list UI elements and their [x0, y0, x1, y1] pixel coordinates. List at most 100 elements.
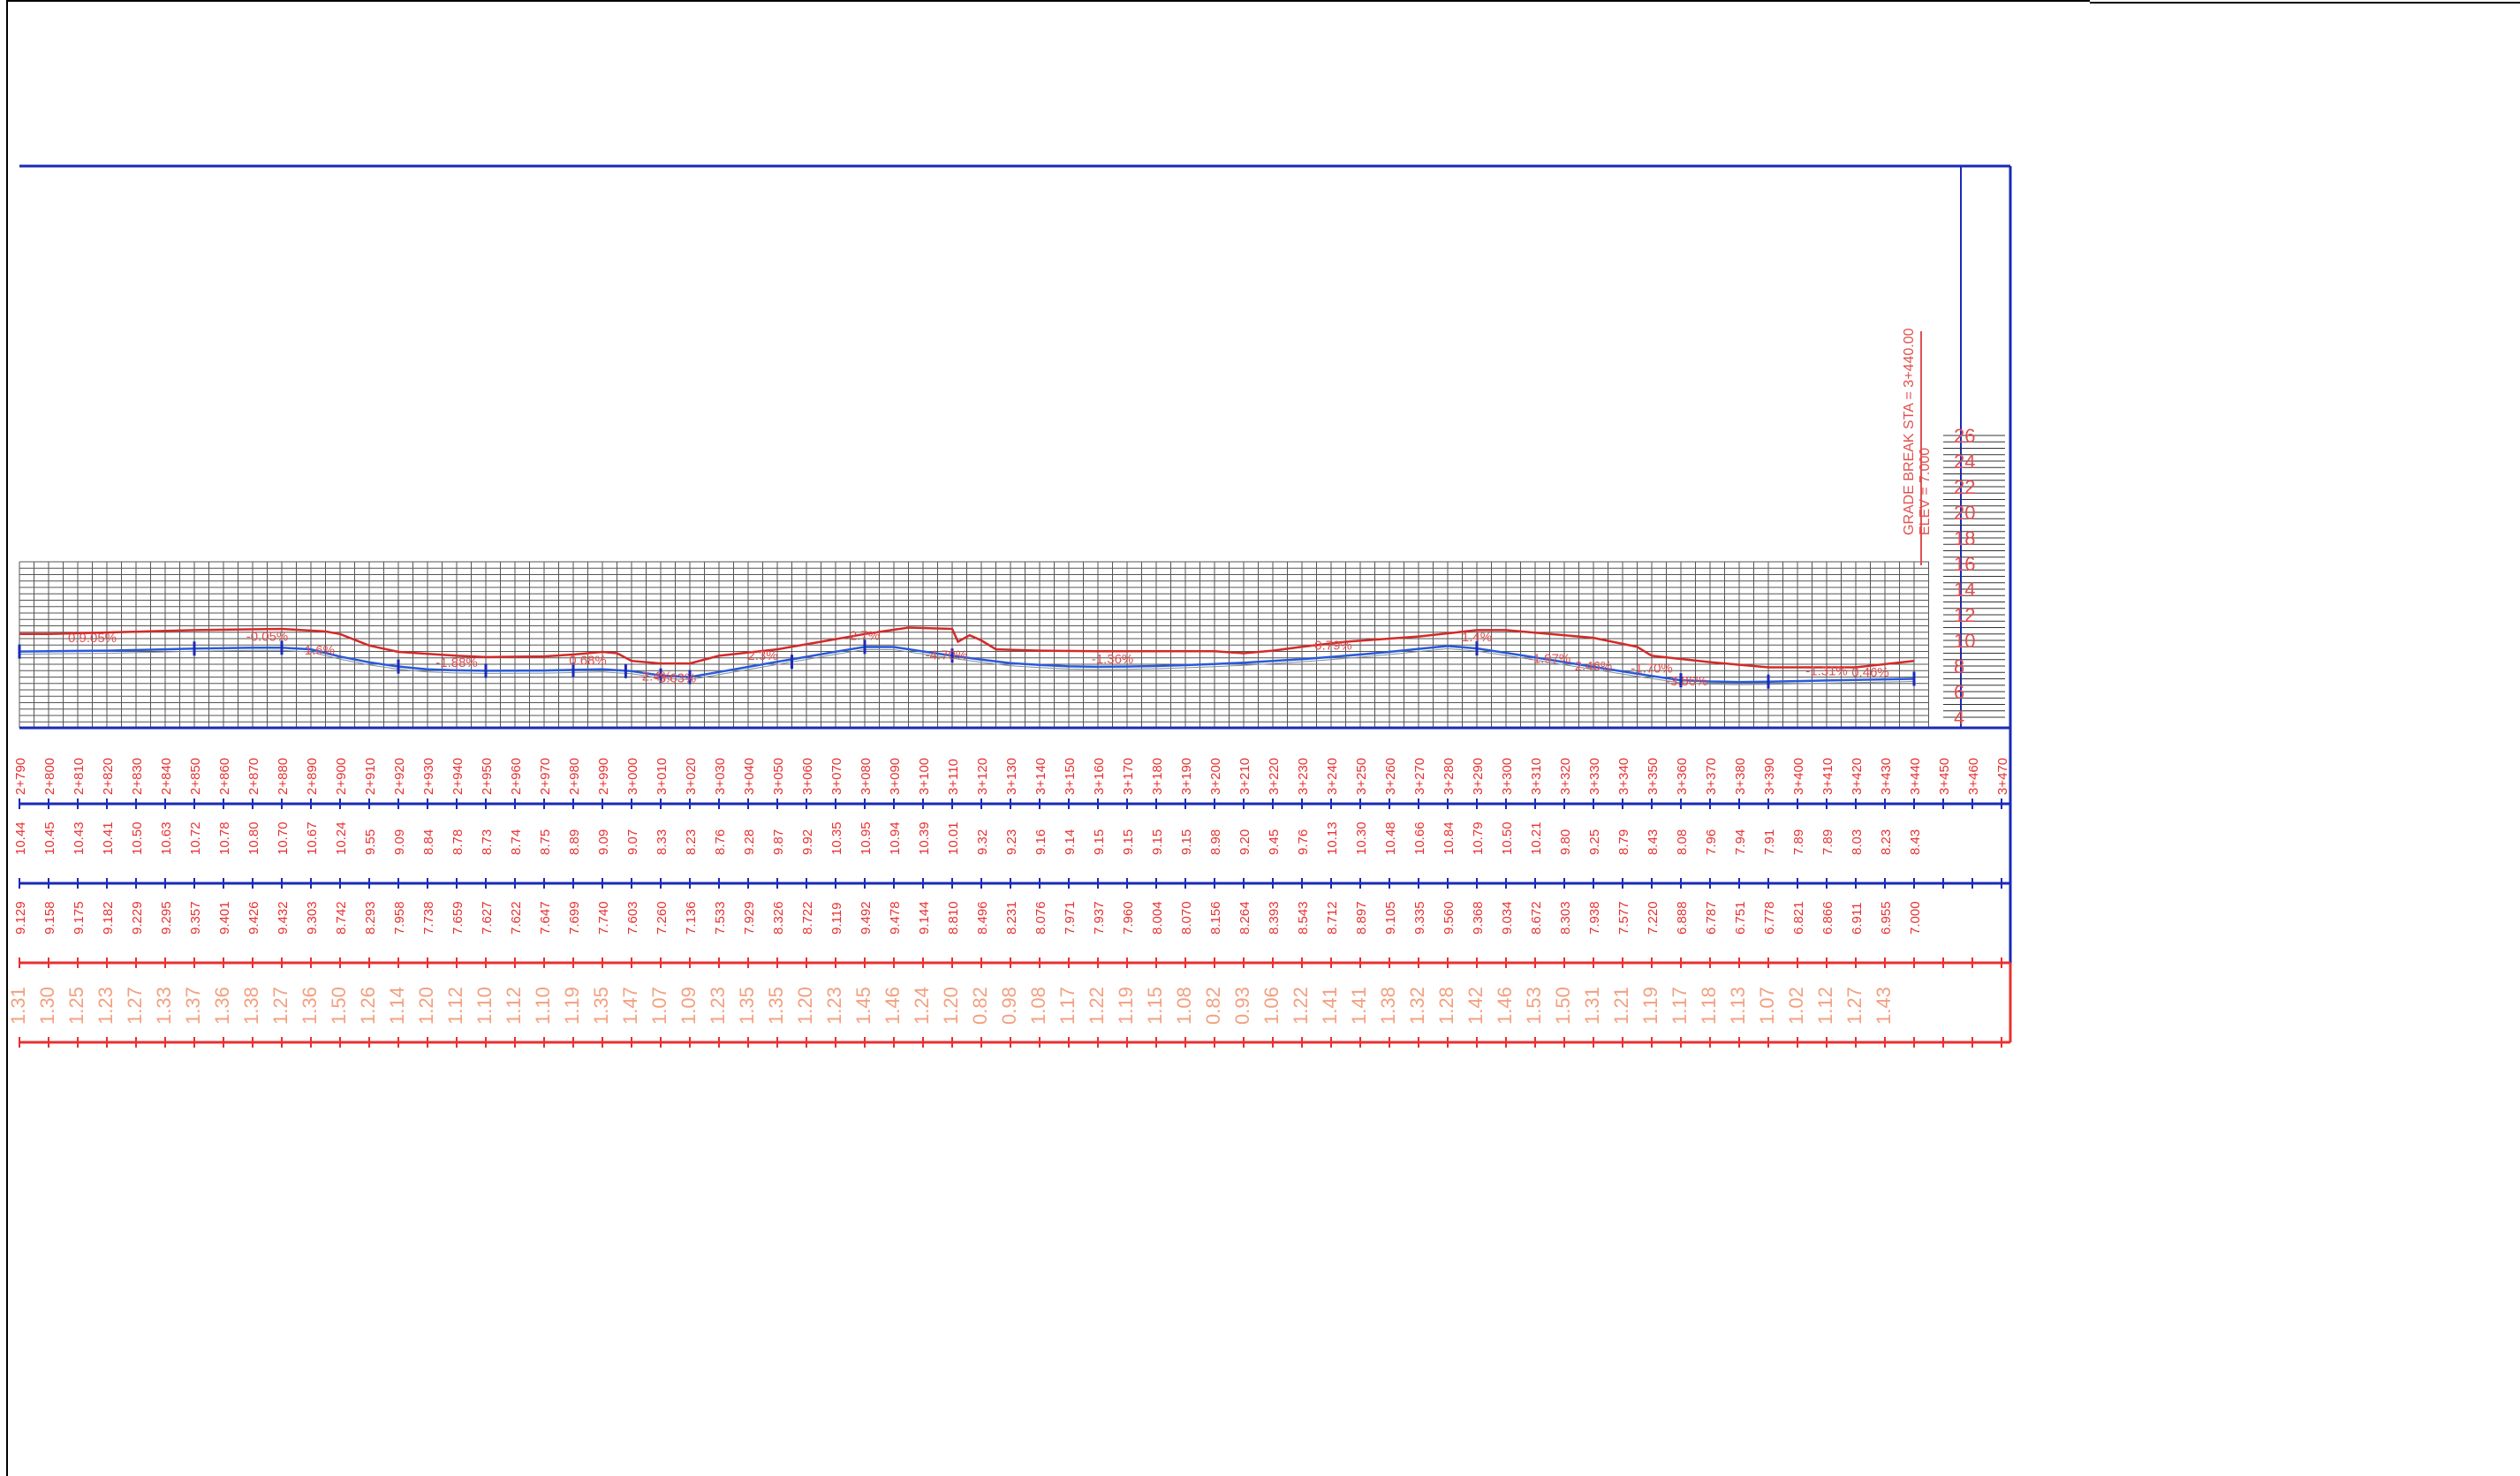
existing-elev-value: 7.89 — [1791, 829, 1806, 855]
grade-break-note: GRADE BREAK STA = 3+440.00 ELEV = 7.000 — [1902, 328, 1933, 565]
design-elev-value: 7.622 — [509, 901, 524, 935]
elev-tick-label: 4 — [1954, 707, 1964, 729]
cut-depth-value: 1.09 — [677, 987, 700, 1025]
station-label: 3+080 — [859, 758, 874, 795]
existing-elev-value: 8.08 — [1675, 829, 1690, 855]
station-label: 2+870 — [246, 758, 261, 795]
cut-depth-value: 1.38 — [1377, 987, 1399, 1025]
station-label: 3+090 — [888, 758, 903, 795]
existing-elev-value: 7.94 — [1733, 829, 1748, 855]
existing-elev-value: 8.33 — [655, 829, 670, 855]
slope-label: -0.05% — [246, 629, 289, 644]
design-elev-value: 8.496 — [975, 901, 990, 935]
cut-depth-value: 1.46 — [882, 987, 904, 1025]
station-label: 3+120 — [975, 758, 990, 795]
existing-elev-value: 9.07 — [625, 829, 640, 855]
design-elev-value: 8.712 — [1325, 901, 1340, 935]
station-label: 3+440 — [1908, 758, 1923, 795]
cut-depth-value: 1.19 — [1115, 987, 1137, 1025]
existing-elev-value: 9.14 — [1063, 829, 1078, 855]
cut-depth-value: 1.06 — [1260, 987, 1283, 1025]
cut-depth-value: 1.42 — [1464, 987, 1487, 1025]
cut-depth-value: 1.02 — [1785, 987, 1807, 1025]
cut-depth-value: 1.47 — [619, 987, 641, 1025]
station-label: 3+240 — [1325, 758, 1340, 795]
station-label: 2+860 — [217, 758, 232, 795]
station-label: 3+300 — [1500, 758, 1515, 795]
design-elev-value: 7.533 — [713, 901, 728, 935]
existing-elev-value: 10.66 — [1412, 821, 1427, 855]
design-elev-value: 7.738 — [421, 901, 436, 935]
existing-elev-value: 9.76 — [1296, 829, 1311, 855]
station-label: 2+920 — [392, 758, 407, 795]
design-elev-value: 9.335 — [1412, 901, 1427, 935]
design-elev-value: 9.034 — [1500, 901, 1515, 935]
existing-elev-value: 10.24 — [334, 821, 349, 855]
slope-label: -1.31% — [1805, 663, 1848, 678]
design-elev-value: 8.393 — [1267, 901, 1282, 935]
design-elev-value: 8.264 — [1237, 901, 1252, 935]
existing-elev-value: 8.23 — [1879, 829, 1894, 855]
cut-depth-value: 1.24 — [911, 987, 933, 1025]
design-elev-value: 8.004 — [1150, 901, 1165, 935]
design-elev-value: 7.659 — [450, 901, 465, 935]
cut-depth-value: 1.08 — [1173, 987, 1195, 1025]
existing-elev-value: 9.25 — [1587, 829, 1602, 855]
existing-elev-value: 10.95 — [859, 821, 874, 855]
station-label: 3+000 — [625, 758, 640, 795]
station-label: 3+190 — [1179, 758, 1194, 795]
cut-depth-value: 1.23 — [95, 987, 117, 1025]
cut-depth-value: 1.25 — [65, 987, 87, 1025]
station-label: 2+980 — [567, 758, 582, 795]
cut-depth-value: 1.50 — [1552, 987, 1574, 1025]
existing-elev-value: 8.75 — [538, 829, 553, 855]
existing-elev-value: 10.13 — [1325, 821, 1340, 855]
elev-tick-label: 20 — [1954, 502, 1975, 524]
elev-tick-label: 22 — [1954, 476, 1975, 498]
existing-elev-value: 8.74 — [509, 829, 524, 855]
station-label: 2+990 — [596, 758, 611, 795]
design-elev-value: 7.960 — [1121, 901, 1136, 935]
design-elev-value: 6.778 — [1762, 901, 1777, 935]
station-label: 2+880 — [276, 758, 291, 795]
slope-label: -4.70% — [926, 647, 968, 662]
existing-elev-value: 9.15 — [1121, 829, 1136, 855]
design-elev-value: 7.699 — [567, 901, 582, 935]
design-elev-value: 9.478 — [888, 901, 903, 935]
existing-elev-value: 10.94 — [888, 821, 903, 855]
cut-depth-value: 1.20 — [794, 987, 816, 1025]
existing-elev-value: 8.84 — [421, 829, 436, 855]
cut-depth-value: 1.35 — [765, 987, 787, 1025]
design-elev-value: 7.740 — [596, 901, 611, 935]
station-label: 2+840 — [159, 758, 174, 795]
cut-depth-value: 1.33 — [153, 987, 175, 1025]
existing-elev-value: 10.45 — [42, 821, 57, 855]
existing-elev-value: 9.15 — [1092, 829, 1107, 855]
cut-depth-value: 1.17 — [1056, 987, 1078, 1025]
cut-depth-value: 1.08 — [1027, 987, 1049, 1025]
station-label: 3+380 — [1733, 758, 1748, 795]
design-elev-value: 9.182 — [101, 901, 116, 935]
cut-depth-value: 1.22 — [1086, 987, 1108, 1025]
station-label: 3+200 — [1208, 758, 1223, 795]
cut-depth-value: 1.07 — [1756, 987, 1778, 1025]
design-elev-value: 8.722 — [800, 901, 815, 935]
cut-depth-value: 1.19 — [561, 987, 583, 1025]
elev-tick-label: 14 — [1954, 579, 1975, 601]
design-elev-value: 8.810 — [946, 901, 961, 935]
cut-depth-value: 1.17 — [1669, 987, 1691, 1025]
design-elev-value: 8.231 — [1004, 901, 1019, 935]
design-elev-value: 7.958 — [392, 901, 407, 935]
design-elev-value: 8.156 — [1208, 901, 1223, 935]
existing-elev-value: 7.91 — [1762, 829, 1777, 855]
existing-elev-value: 9.32 — [975, 829, 990, 855]
cut-depth-value: 1.19 — [1639, 987, 1661, 1025]
cut-depth-value: 1.28 — [1435, 987, 1457, 1025]
station-label: 3+360 — [1675, 758, 1690, 795]
station-label: 3+160 — [1092, 758, 1107, 795]
station-label: 2+850 — [188, 758, 203, 795]
station-label: 2+940 — [450, 758, 465, 795]
slope-label: 1.6% — [305, 643, 335, 658]
existing-elev-value: 7.89 — [1820, 829, 1835, 855]
design-elev-value: 9.129 — [13, 901, 28, 935]
